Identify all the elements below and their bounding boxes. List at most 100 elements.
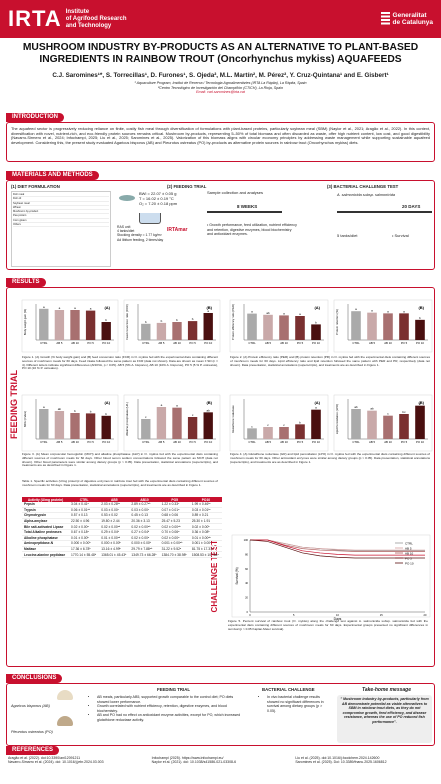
table-cell: 0.02 ± 0.00ᵇ	[189, 523, 222, 530]
diet-row: Wheat	[13, 206, 109, 211]
table-cell: 0.89 ± 0.21	[189, 512, 222, 519]
reference: Infochampi (2025). https://www.infochamp…	[151, 756, 224, 760]
institute-name: Institute of Agrifood Research and Techn…	[65, 8, 127, 29]
table-cell: 0.02 ± 0.00ᵃ	[159, 535, 190, 542]
list-item: AB meals, particularly AB5, supported gr…	[97, 695, 242, 704]
methods-box: (1) DIET FORMULATION Fish meal Fish oil So…	[6, 180, 435, 270]
trial-outcomes: • Growth performance, feed utilization, …	[207, 223, 297, 236]
species-po: Pleurotus ostreatus (PO)	[11, 730, 53, 734]
section-mm-header: MATERIALS AND METHODS	[6, 171, 99, 180]
table-header: PO5	[159, 497, 190, 502]
diet-table: Fish meal Fish oil Soybean meal Wheat Mushro…	[11, 191, 111, 267]
conclusions-box: Agaricus bisporus (AB) Pleurotus ostreat…	[6, 683, 435, 746]
reference: Aragão et al. (2022). doi:10.3390/ani120…	[8, 756, 81, 760]
arrow-icon	[337, 211, 432, 213]
table-cell: 0.001 ± 0.00ᵃᵇ	[159, 540, 190, 547]
section-intro-header: INTRODUCTION	[6, 113, 64, 122]
table-cell: 0.03 ± 0.00ᶜ	[129, 507, 160, 514]
table-cell: 17.36 ± 6.78ᵇ	[69, 546, 100, 553]
bacterial-challenge-title: (3) BACTERIAL CHALLENGE TEST	[327, 184, 399, 189]
table-cell: 1349.73 ± 66.28ᵇ	[129, 551, 160, 558]
diet-row: Others	[13, 223, 109, 228]
table-cell: Alpha-amylase	[22, 518, 70, 525]
table-cell: Bile salt-activated Lipase	[22, 523, 70, 530]
feeding-trial-label: FEEDING TRIAL	[9, 370, 19, 439]
table-cell: 1365.01 ± 45.43ᵇ	[99, 551, 130, 558]
affiliation-1: ¹ Aquaculture Program, Institut de Recer…	[134, 81, 307, 85]
oxygen: O₂ = 7.20 ± 0.18 ppm	[139, 201, 178, 206]
table-cell: 13.16 ± 4.99ᵇ	[99, 546, 130, 553]
diet-row: Fish meal	[13, 193, 109, 198]
survival-bullet: • Survival	[392, 233, 409, 238]
table-header: AB10	[129, 497, 160, 502]
table-cell: Trypsin	[22, 507, 70, 514]
table-cell: 0.02 ± 0.00ᵃ	[129, 535, 160, 542]
table-cell: 1.22 ± 0.33ᶜ	[159, 502, 190, 508]
table-cell: 2.89 ± 0.27ᵃᵇ	[129, 502, 160, 508]
tanks-per-diet: 4 tanks/diet	[117, 229, 135, 234]
sample-collection: Sample collection and analyses	[207, 190, 264, 195]
feeding-trial-title: (2) FEEDING TRIAL	[167, 184, 207, 189]
table-row: Total Alkaline proteases 0.67 ± 0.18ᵃ 0.29…	[22, 529, 222, 536]
table-header: Activity (U/mg protein)	[22, 497, 70, 502]
table-cell: 0.68 ± 0.06	[159, 512, 190, 519]
table-cell: 19.80 ± 2.44	[99, 518, 130, 525]
table-cell: 0.000 ± 0.00ᵇ	[99, 540, 130, 547]
reference: Liu et al. (2025). doi:10.1016/j.foodche…	[295, 756, 380, 760]
table-cell: Maltase	[22, 546, 70, 553]
irtamar-logo: IRTAmar	[167, 227, 188, 233]
table-cell: 0.57 ± 0.13	[69, 512, 100, 519]
table-1-caption: Table 1. Specific activities (U/mg prote…	[22, 479, 218, 487]
table-cell: 1384.70 ± 38.98ᵇ	[159, 551, 190, 558]
generalitat-logo: Generalitat de Catalunya	[380, 12, 433, 26]
table-cell: 0.29 ± 0.04ᵇ	[99, 529, 130, 536]
table-cell: 1770.14 ± 55.48ᵇ	[69, 551, 100, 558]
table-cell: 0.02 ± 0.00ᵃᵇ	[159, 523, 190, 530]
feeding-conclusions-list: AB meals, particularly AB5, supported gr…	[92, 695, 242, 722]
table-row: Alpha-amylase 22.50 ± 4.96 19.80 ± 2.44 20.…	[22, 518, 222, 525]
poster-title: MUSHROOM INDUSTRY BY-PRODUCTS AS AN ALTE…	[22, 42, 419, 65]
references-list: Aragão et al. (2022). doi:10.3390/ani120…	[8, 756, 433, 765]
diet-row: Corn gluten	[13, 219, 109, 224]
diet-formulation-title: (1) DIET FORMULATION	[11, 184, 60, 189]
results-box	[6, 287, 435, 667]
table-cell: 0.01 ± 0.00ᵇ	[69, 535, 100, 542]
table-cell: 0.06 ± 0.01ᵃᵇ	[69, 507, 100, 514]
species-ab: Agaricus bisporus (AB)	[11, 704, 50, 708]
table-cell: 0.03 ± 0.01ᵇᶜ	[189, 507, 222, 514]
diet-row: Soybean meal	[13, 202, 109, 206]
conclusions-feeding-title: FEEDING TRIAL	[157, 687, 190, 692]
table-cell: 0.36 ± 0.08ᵇ	[189, 529, 222, 536]
section-conclusions-header: CONCLUSIONS	[6, 674, 63, 683]
header-bar: IRTA Institute of Agrifood Research and …	[0, 0, 441, 38]
table-cell: Total Alkaline proteases	[22, 529, 70, 536]
mushroom-ab-icon	[57, 690, 73, 700]
mushroom-po-icon	[57, 716, 73, 726]
figure-3-caption: Figure 3. (A) Mean corpuscular hemoglobi…	[22, 452, 218, 468]
table-cell: 0.03 ± 0.00ᶜ	[99, 507, 130, 514]
figure-5-caption: Figure 5. Percent survival of rainbow tr…	[228, 619, 428, 631]
table-cell: 31.22 ± 9.52ᵃ	[159, 546, 190, 553]
section-references-header: REFERENCES	[6, 746, 60, 755]
ras-unit: RAS unit	[117, 225, 131, 229]
table-header: CTRL	[69, 497, 100, 502]
authors: C.J. Saromines¹*, S. Torrecillas¹, D. Fu…	[52, 72, 389, 79]
fish-icon	[119, 195, 135, 201]
table-cell: Aminopeptidase-N	[22, 540, 70, 547]
table-cell: 0.01 ± 0.00ᵃᵇ	[189, 535, 222, 542]
table-cell: 1508.53 ± 107.84ᵃ	[189, 551, 222, 558]
table-cell: 1.99 ± 0.46ᵇᶜ	[189, 502, 222, 508]
conclusions-bacterial-title: BACTERIAL CHALLENGE	[262, 687, 315, 692]
temperature: T = 16.02 ± 0.19 °C	[139, 196, 174, 201]
table-header: AB5	[99, 497, 130, 502]
table-cell: Chymotrypsin	[22, 512, 70, 519]
table-cell: 22.50 ± 4.96	[69, 518, 100, 525]
table-cell: 0.67 ± 0.18ᵃ	[69, 529, 100, 536]
diet-row: Pea protein	[13, 214, 109, 219]
table-cell: 0.01 ± 0.00ᵃᵇ	[99, 535, 130, 542]
bacterial-conclusions-list: In vivo bacterial challenge results show…	[262, 695, 327, 713]
table-cell: Leucine-alanine peptidase	[22, 551, 70, 558]
figure-2-caption: Figure 2. (A) Protein efficiency ratio (…	[230, 355, 430, 367]
table-cell: Pepsin	[22, 502, 70, 508]
list-item: Growth correlated with nutrient efficien…	[97, 704, 242, 713]
